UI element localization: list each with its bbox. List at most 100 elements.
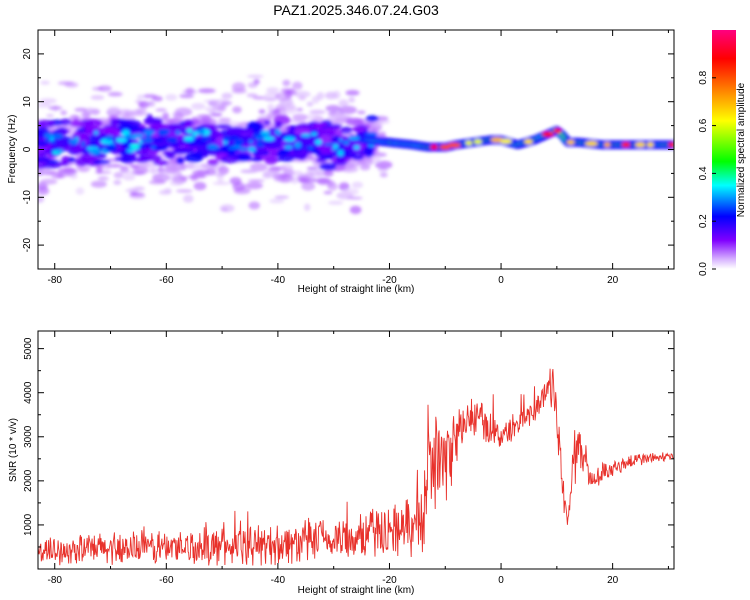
spectrogram-blob xyxy=(274,129,282,136)
spectrogram-blob xyxy=(245,182,263,190)
snr-y-tick-label: 3000 xyxy=(23,425,34,448)
spectrogram-blob xyxy=(315,157,327,163)
spectrogram-blob xyxy=(290,177,299,184)
spectrogram-blob xyxy=(306,101,314,107)
snr-x-tick-label: -20 xyxy=(382,575,397,586)
spectrogram-blob xyxy=(344,188,359,196)
spectrogram-blob xyxy=(258,109,266,114)
spectrogram-blob xyxy=(315,139,322,145)
spectrogram-blob xyxy=(301,181,316,191)
spectrogram-blob xyxy=(232,106,242,114)
spectrogram-blob xyxy=(290,170,304,177)
ridge-hotspot xyxy=(447,142,461,148)
spectrogram-blob xyxy=(351,181,364,189)
colorbar-tick-label: 0.6 xyxy=(698,118,709,132)
spectrogram-blob xyxy=(117,109,134,118)
spectrogram-blob xyxy=(134,156,149,163)
spectrogram-blob xyxy=(129,143,141,147)
spectrogram-blob xyxy=(98,176,110,182)
spectrogram-blob xyxy=(317,144,337,155)
spectrogram-blob xyxy=(323,142,335,146)
spectrogram-blob xyxy=(75,157,89,167)
spectrogram-blob xyxy=(186,128,193,134)
spectrogram-blob xyxy=(262,170,279,178)
spectrogram-blob xyxy=(40,80,50,85)
spectrogram-blob xyxy=(353,145,360,150)
spectrogram-blob xyxy=(323,170,334,177)
spectrogram-ticks: -80 -60 -40 -20 0 20 -20 -10 0 10 20 xyxy=(22,29,674,286)
spectrogram-blob xyxy=(153,159,169,166)
spectrogram-blob xyxy=(252,96,267,100)
spectrogram-blob xyxy=(192,169,208,176)
spectrogram-blob xyxy=(91,108,100,116)
spectrogram-x-axis-label: Height of straight line (km) xyxy=(298,284,415,295)
spectrogram-blob xyxy=(191,102,206,110)
spectrogram-blob xyxy=(145,154,162,162)
spectrogram-blob xyxy=(107,91,123,97)
spectrogram-blob xyxy=(343,140,350,146)
spectrogram-blob xyxy=(38,102,51,108)
ridge-hotspot xyxy=(604,142,611,147)
colorbar-tick-label: 0.8 xyxy=(698,70,709,84)
snr-x-tick-label: -40 xyxy=(271,575,286,586)
spectrogram-blob xyxy=(294,141,302,149)
spectrogram-y-tick-label: -20 xyxy=(22,237,33,252)
ridge-hotspot xyxy=(542,131,554,137)
spectrogram-blob xyxy=(72,118,81,127)
spectrogram-blob xyxy=(326,179,335,187)
spectrogram-blob xyxy=(135,133,144,138)
spectrogram-blob xyxy=(304,203,311,212)
spectrogram-blob xyxy=(246,93,258,98)
spectrogram-x-tick-label: -40 xyxy=(271,275,286,286)
spectrogram-blob xyxy=(166,136,179,143)
spectrogram-blob xyxy=(274,195,289,199)
snr-y-tick-label: 5000 xyxy=(23,337,34,360)
colorbar-tick-label: 0.4 xyxy=(698,166,709,180)
spectrogram-blob xyxy=(136,168,149,172)
spectrogram-blob xyxy=(131,111,149,116)
snr-x-tick-label: 20 xyxy=(607,575,619,586)
spectrogram-y-tick-label: -10 xyxy=(22,190,33,205)
spectrogram-blob xyxy=(222,136,232,141)
spectrogram-blob xyxy=(143,117,163,124)
ridge-hotspot xyxy=(621,142,631,147)
spectrogram-blob xyxy=(370,127,378,132)
spectrogram-blob xyxy=(275,92,293,101)
spectrogram-blob xyxy=(184,152,204,163)
spectrogram-blob xyxy=(183,163,202,170)
spectrogram-blob xyxy=(211,112,223,117)
spectrogram-blob xyxy=(267,103,275,113)
spectrogram-blob xyxy=(125,134,134,139)
colorbar: 0.0 0.2 0.4 0.6 0.8 Normalized spectral ampl… xyxy=(698,30,747,276)
spectrogram-blob xyxy=(201,115,213,125)
ridge-hotspot xyxy=(585,141,598,146)
spectrogram-blob xyxy=(120,155,132,164)
spectrogram-blob xyxy=(241,127,254,136)
spectrogram-blob xyxy=(284,103,296,111)
spectrogram-blob xyxy=(249,162,268,172)
spectrogram-blob xyxy=(55,149,64,153)
spectrogram-blob xyxy=(332,90,341,100)
spectrogram-blob xyxy=(246,121,262,131)
spectrogram-blob xyxy=(148,101,156,107)
spectrogram-blob xyxy=(214,173,226,177)
spectrogram-blob xyxy=(338,182,350,191)
spectrogram-blob xyxy=(115,137,128,143)
ridge-hotspot xyxy=(524,139,533,144)
spectrogram-blob xyxy=(81,148,93,155)
spectrogram-blob xyxy=(207,144,219,150)
spectrogram-blob xyxy=(137,94,144,100)
colorbar-tick-label: 0.2 xyxy=(698,214,709,228)
ridge-hotspot xyxy=(439,144,451,150)
spectrogram-blob xyxy=(357,110,366,115)
spectrogram-blob xyxy=(109,118,119,128)
spectrogram-blob xyxy=(176,157,185,164)
spectrogram-blob xyxy=(221,92,233,100)
spectrogram-blob xyxy=(273,177,282,182)
spectrogram-blob xyxy=(93,130,99,135)
spectrogram-blob xyxy=(247,179,265,183)
ridge-hotspot xyxy=(646,142,654,147)
spectrogram-blob xyxy=(248,139,254,144)
spectrogram-blob xyxy=(183,119,193,127)
spectrogram-blob xyxy=(158,189,172,195)
